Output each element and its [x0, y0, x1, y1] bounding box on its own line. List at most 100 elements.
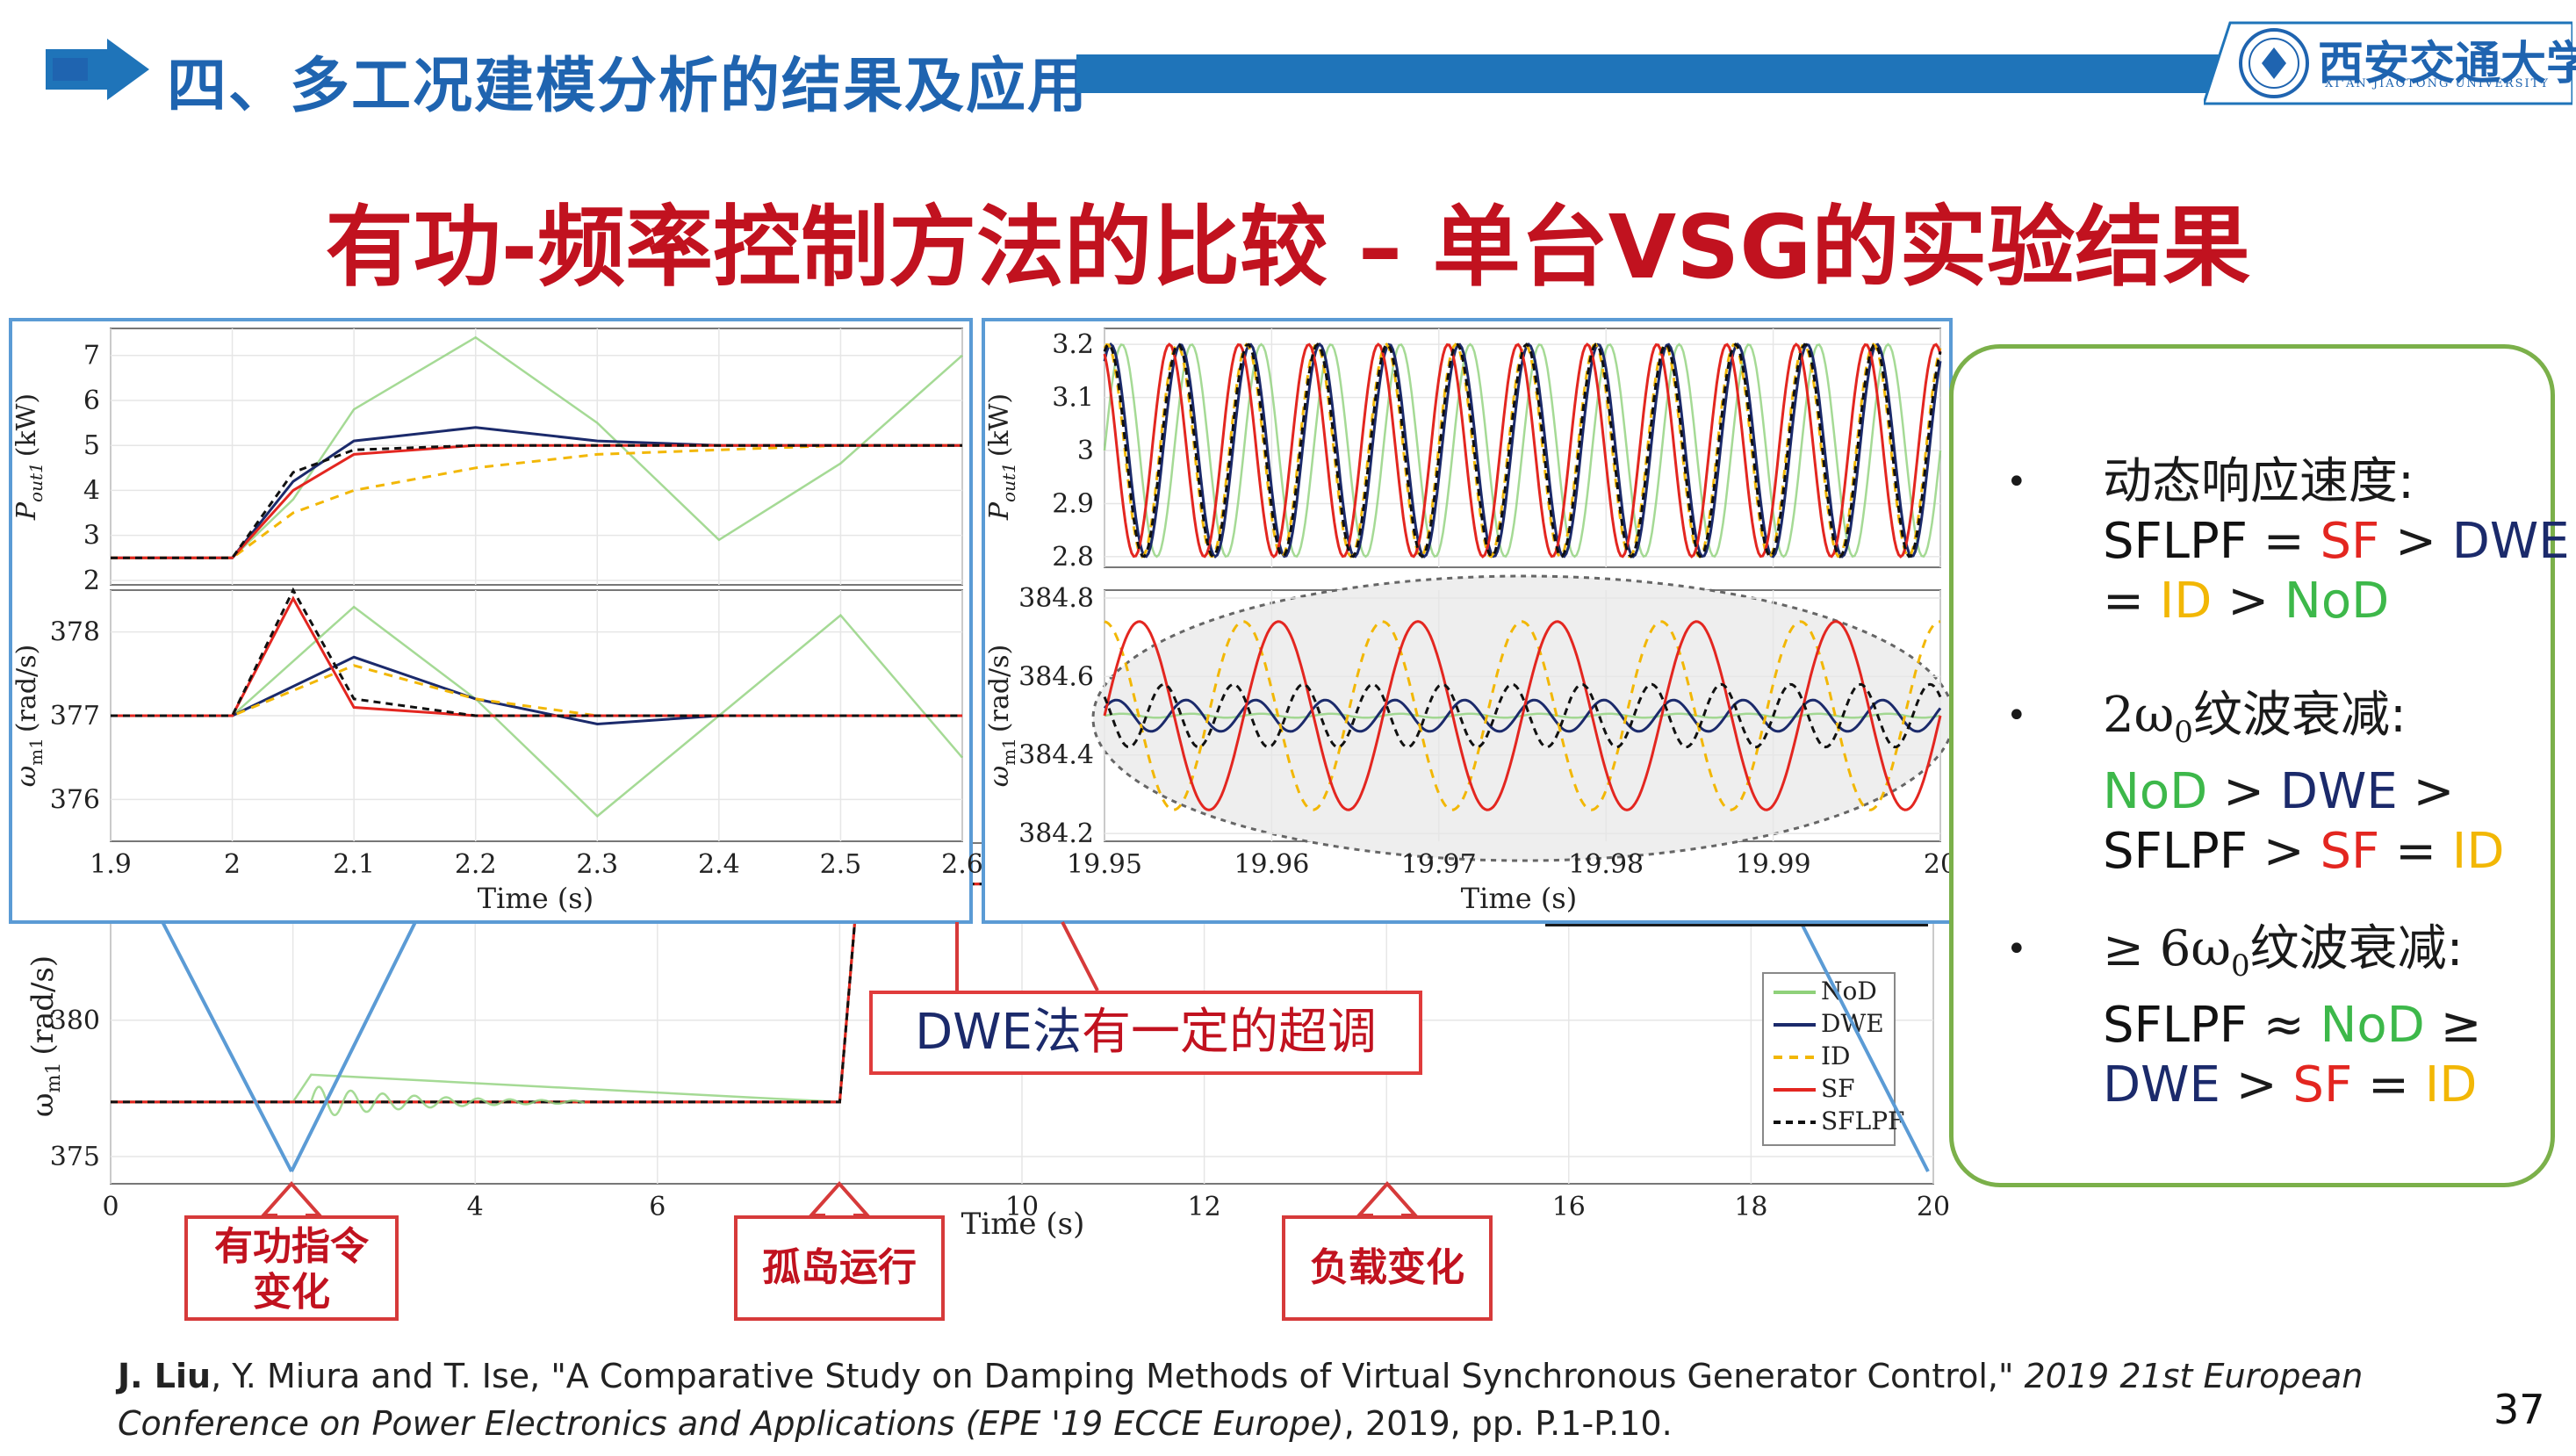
ir-omega-ylabel: ωm1(rad/s)	[984, 645, 1019, 788]
university-subtitle: XI'AN JIAOTONG UNIVERSITY	[2325, 77, 2550, 90]
university-name: 西安交通大学	[2318, 37, 2576, 90]
inset-right-zoom: 2.82.933.13.219.95 19.96 19.97 19.98 19.99 20…	[982, 318, 1957, 924]
il-P-ytick: 5	[83, 430, 100, 461]
dwe-pointer	[1061, 921, 1099, 991]
ir-P-ytick: 3.1	[1052, 383, 1094, 414]
il-P-series-id	[111, 443, 962, 559]
il-P-series-sflpf	[111, 443, 962, 559]
ir-P-ytick: 3	[1077, 436, 1094, 466]
il-omega-series-id	[111, 664, 962, 717]
callout-islanding: 孤岛运行	[734, 1215, 945, 1321]
section-title: 四、多工况建模分析的结果及应用	[167, 52, 1090, 121]
il-omega-ytick: 376	[50, 784, 100, 815]
results-figure: 02468101214161820375380 ωm1(rad/s) Time …	[9, 318, 1957, 1242]
university-seal-icon	[2239, 28, 2309, 98]
university-logo	[2204, 21, 2572, 105]
bullet-6w0-ripple: • ≥ 6ω0纹波衰减: SFLPF ≈ NoD ≥ DWE > SF = ID	[2006, 920, 2482, 1114]
ir-omega-series-sflpf	[1103, 682, 1942, 749]
ir-P-series-dwe	[1103, 342, 1942, 559]
callout-active-power-change: 有功指令 变化	[184, 1215, 399, 1321]
legend-label-sf: SF	[1821, 1074, 1855, 1103]
legend-label-id: ID	[1821, 1042, 1851, 1070]
il-omega-ytick: 377	[50, 701, 100, 732]
il-omega-xtick: 2.3	[576, 849, 618, 880]
main-xtick: 0	[102, 1192, 119, 1222]
il-xlabel: Time (s)	[478, 882, 594, 915]
ir-P-ytick: 3.2	[1052, 329, 1094, 360]
il-omega-xtick: 2.4	[698, 849, 740, 880]
il-omega-series-nod	[111, 605, 963, 818]
ir-P-series-nod	[1103, 342, 1942, 559]
citation: J. Liu, Y. Miura and T. Ise, "A Comparat…	[118, 1352, 2488, 1447]
connector-left-a	[156, 912, 293, 1172]
ir-omega-xtick: 19.99	[1736, 849, 1811, 880]
bullet-dot-icon: •	[2006, 929, 2027, 969]
il-P-ytick: 3	[83, 521, 100, 551]
main-xtick: 12	[1188, 1192, 1221, 1222]
ir-omega-xtick: 19.98	[1568, 849, 1644, 880]
il-P-ytick: 4	[83, 475, 100, 506]
main-xtick: 18	[1734, 1192, 1767, 1222]
citation-tail: , 2019, pp. P.1-P.10.	[1343, 1404, 1673, 1443]
slide-title: 有功-频率控制方法的比较 – 单台VSG的实验结果	[325, 196, 2251, 299]
ir-omega-series-dwe	[1103, 698, 1942, 733]
ir-omega-series-id	[1104, 620, 1941, 811]
ir-P-ytick: 2.8	[1052, 542, 1094, 573]
ir-omega-ytick: 384.4	[1018, 740, 1094, 771]
conclusion-panel: • 动态响应速度: SFLPF = SF > DWE = ID > NoD • …	[1949, 344, 2570, 1187]
ir-P-series-id	[1103, 342, 1942, 559]
callout-dwe-overshoot: DWE法有一定的超调	[869, 991, 1422, 1075]
main-ytick: 375	[50, 1142, 100, 1172]
il-omega-xtick: 2	[224, 849, 241, 880]
connector-left-b	[290, 912, 421, 1172]
main-xtick: 16	[1552, 1192, 1586, 1222]
il-omega-xtick: 2.1	[333, 849, 375, 880]
callout-load-change: 负载变化	[1282, 1215, 1493, 1321]
ir-P-series-sflpf	[1103, 342, 1942, 559]
ir-omega-xtick: 19.97	[1401, 849, 1477, 880]
ir-omega-series-sf	[1103, 620, 1942, 811]
main-xtick: 4	[467, 1192, 484, 1222]
citation-authors: , Y. Miura and T. Ise, "A Comparative St…	[211, 1357, 2025, 1395]
il-P-ytick: 7	[83, 341, 100, 371]
il-omega-ylabel: ωm1(rad/s)	[11, 645, 47, 788]
bullet-dynamic-response: • 动态响应速度: SFLPF = SF > DWE = ID > NoD	[2006, 453, 2570, 630]
main-xtick: 20	[1917, 1192, 1950, 1222]
citation-venue: 2019 21st European Conference on Power E…	[118, 1357, 2364, 1443]
page-number: 37	[2493, 1386, 2545, 1433]
connector-right	[1795, 912, 1930, 1172]
ir-P-ylabel: Pout1(kW)	[984, 393, 1019, 521]
il-P-ytick: 6	[83, 386, 100, 416]
main-xtick: 10	[1005, 1192, 1039, 1222]
main-xlabel: Time (s)	[961, 1207, 1085, 1242]
header-arrow-icon	[46, 39, 149, 100]
inset-left-P-frame	[110, 328, 963, 586]
ir-xlabel: Time (s)	[1461, 882, 1577, 915]
ir-omega-xtick: 19.96	[1234, 849, 1309, 880]
citation-first-author: J. Liu	[118, 1357, 212, 1395]
ir-P-ytick: 2.9	[1052, 488, 1094, 519]
main-nod-ringing	[310, 1085, 586, 1117]
il-omega-xtick: 2.2	[455, 849, 497, 880]
il-omega-ytick: 378	[50, 617, 100, 648]
legend-box	[1762, 972, 1896, 1146]
il-omega-xtick: 2.6	[941, 849, 983, 880]
ir-omega-ytick: 384.2	[1018, 818, 1094, 849]
legend-label-sflpf: SFLPF	[1821, 1106, 1904, 1135]
ir-omega-xtick: 19.95	[1067, 849, 1142, 880]
il-P-ytick: 2	[83, 566, 100, 596]
main-xtick: 6	[649, 1192, 666, 1222]
bullet-dot-icon: •	[2006, 696, 2027, 736]
main-ytick: 380	[50, 1006, 100, 1036]
il-omega-series-sflpf	[111, 587, 962, 717]
ir-omega-ytick: 384.6	[1018, 661, 1094, 692]
il-P-series-nod	[111, 335, 963, 559]
main-ylabel: ωm1(rad/s)	[25, 955, 65, 1117]
il-omega-xtick: 2.5	[820, 849, 862, 880]
bullet-dot-icon: •	[2006, 462, 2027, 502]
bullet-2w0-ripple: • 2ω0纹波衰减: NoD > DWE > SFLPF > SF = ID	[2006, 687, 2505, 881]
inset-left-zoom: 2 3 4 5 6 7 1.9 2 2.1 2.2 2.3 2.4 2.5 2.6 376 377 378 Po…	[9, 318, 983, 924]
il-omega-xtick: 1.9	[90, 849, 132, 880]
ir-omega-ytick: 384.8	[1018, 583, 1094, 614]
